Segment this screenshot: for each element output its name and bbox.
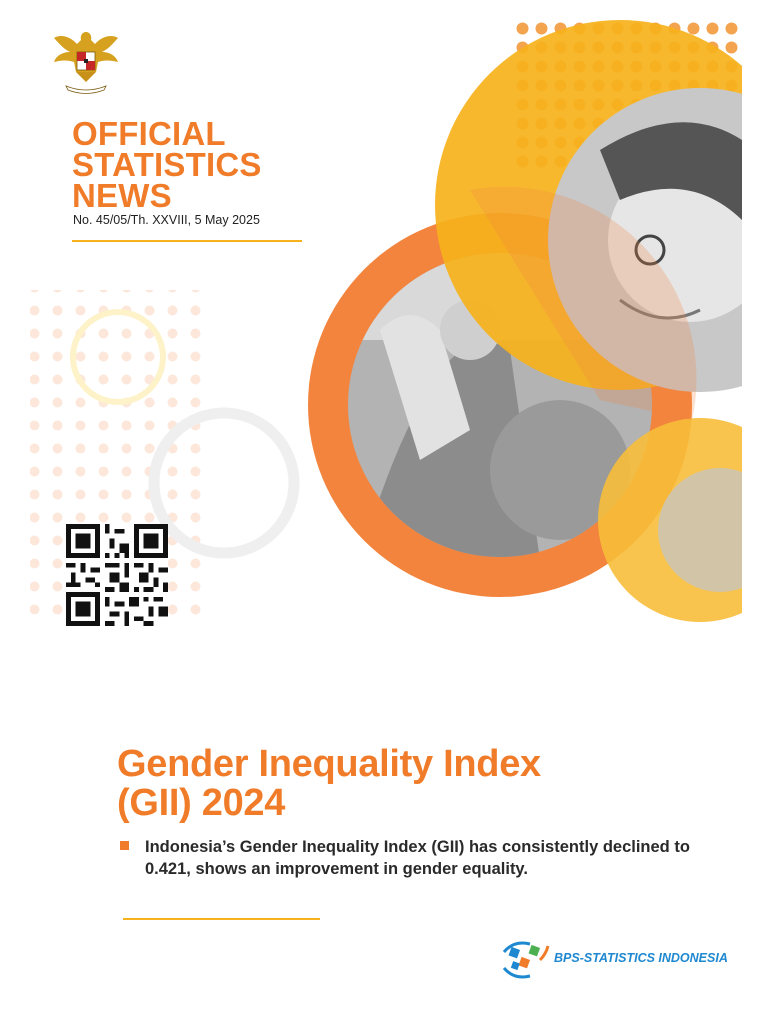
qr-code-icon[interactable] [66,524,168,626]
agency-name: BPS-STATISTICS INDONESIA [554,951,728,965]
bps-logo-icon [502,941,550,979]
release-title-line-1: Gender Inequality Index [117,743,541,785]
title-line-statistics: STATISTICS [72,146,262,183]
release-title: Gender Inequality Index (GII) 2024 [117,745,541,823]
title-line-news: NEWS [72,177,172,214]
publication-series-title: OFFICIAL STATISTICS NEWS [72,115,262,214]
header-divider [72,240,302,242]
release-title-line-2: (GII) 2024 [117,782,286,824]
footer-divider [123,918,320,920]
title-line-official: OFFICIAL [72,115,226,152]
bullet-square-icon [120,841,129,850]
highlight-text: Indonesia’s Gender Inequality Index (GII… [145,838,690,878]
garuda-emblem-icon [54,32,118,94]
issue-number: No. 45/05/Th. XXVIII, 5 May 2025 [73,213,260,227]
agency-branding: BPS-STATISTICS INDONESIA [500,940,750,980]
